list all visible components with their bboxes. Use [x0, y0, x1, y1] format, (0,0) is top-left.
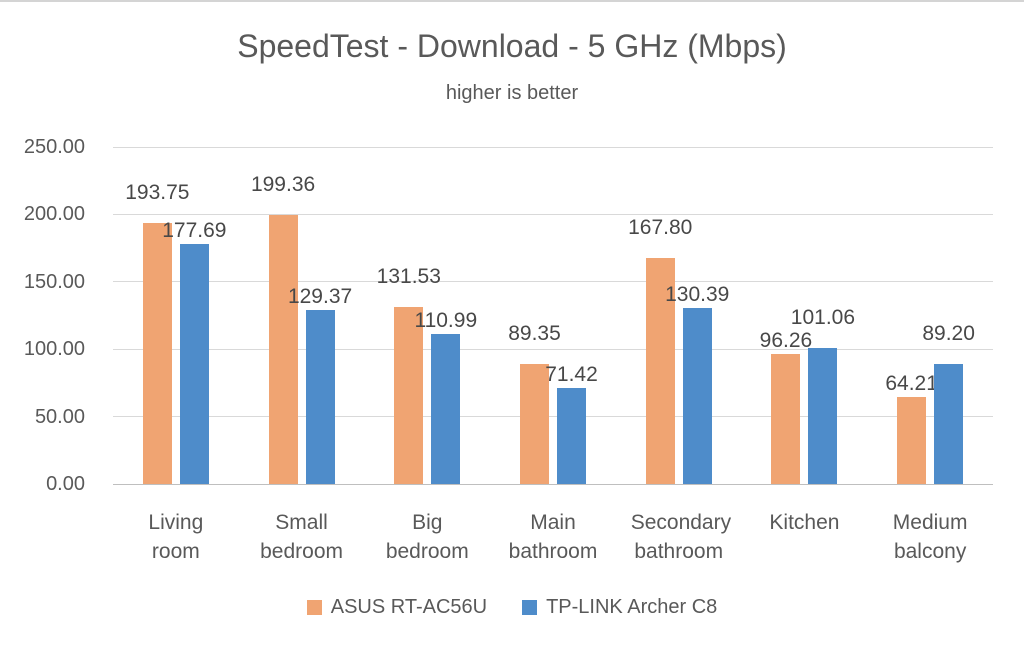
- value-label-tp-link-archer-c8-small-bedroom: 129.37: [287, 284, 353, 308]
- bar-asus-rt-ac56u-living-room: [142, 222, 172, 484]
- category-label-main-bathroom: Main bathroom: [508, 511, 598, 564]
- legend-swatch-asus-rt-ac56u: [306, 600, 322, 615]
- bar-tp-link-archer-c8-main-bathroom: [557, 387, 586, 484]
- legend-label: TP-LINK Archer C8: [546, 596, 718, 618]
- chart-title: SpeedTest - Download - 5 GHz (Mbps): [237, 28, 787, 64]
- value-label-asus-rt-ac56u-big-bedroom: 131.53: [376, 264, 441, 288]
- legend-item-asus-rt-ac56u: ASUS RT-AC56U: [306, 596, 488, 619]
- value-label-asus-rt-ac56u-kitchen: 96.26: [759, 329, 813, 353]
- bar-asus-rt-ac56u-kitchen: [771, 354, 801, 484]
- value-label-asus-rt-ac56u-medium-balcony: 64.21: [885, 372, 938, 396]
- value-label-asus-rt-ac56u-small-bedroom: 199.36: [250, 173, 316, 197]
- value-label-tp-link-archer-c8-main-bathroom: 71.42: [545, 362, 598, 386]
- gridline: [113, 348, 993, 350]
- category-label-living-room: Living room: [148, 511, 204, 564]
- plot-area: 193.75 199.36 131.53 89.35 167.80 96.26 64.21 1…: [113, 146, 993, 485]
- value-label-tp-link-archer-c8-medium-balcony: 89.20: [922, 321, 975, 345]
- y-tick-label: 150.00: [23, 270, 85, 293]
- bar-tp-link-archer-c8-living-room: [179, 244, 209, 484]
- bar-tp-link-archer-c8-small-bedroom: [305, 309, 335, 484]
- category-label-secondary-bathroom: Secondary bathroom: [630, 511, 732, 564]
- value-label-asus-rt-ac56u-secondary-bathroom: 167.80: [628, 215, 693, 239]
- chart-subtitle: higher is better: [445, 82, 579, 104]
- category-label-small-bedroom: Small bedroom: [260, 511, 343, 564]
- category-label-big-bedroom: Big bedroom: [385, 511, 469, 564]
- bar-tp-link-archer-c8-big-bedroom: [431, 334, 461, 484]
- value-label-asus-rt-ac56u-main-bathroom: 89.35: [508, 321, 561, 345]
- y-tick-label: 200.00: [23, 203, 85, 226]
- gridline: [113, 213, 993, 215]
- value-label-tp-link-archer-c8-living-room: 177.69: [162, 219, 227, 243]
- gridline: [113, 146, 993, 148]
- bar-tp-link-archer-c8-medium-balcony: [934, 363, 964, 484]
- gridline: [113, 483, 993, 485]
- legend-item-tp-link-archer-c8: TP-LINK Archer C8: [522, 596, 717, 619]
- bar-asus-rt-ac56u-medium-balcony: [897, 397, 927, 484]
- y-tick-label: 50.00: [34, 405, 85, 428]
- category-label-kitchen: Kitchen: [769, 511, 840, 534]
- value-label-tp-link-archer-c8-kitchen: 101.06: [790, 305, 856, 329]
- value-label-tp-link-archer-c8-secondary-bathroom: 130.39: [665, 283, 730, 307]
- gridline: [113, 416, 993, 418]
- value-label-asus-rt-ac56u-living-room: 193.75: [125, 180, 190, 204]
- legend-swatch-tp-link-archer-c8: [522, 600, 538, 615]
- gridline: [113, 281, 993, 283]
- bar-asus-rt-ac56u-secondary-bathroom: [645, 257, 675, 484]
- y-tick-label: 0.00: [46, 473, 85, 495]
- bar-asus-rt-ac56u-main-bathroom: [520, 363, 549, 484]
- legend-label: ASUS RT-AC56U: [330, 596, 488, 618]
- y-tick-label: 100.00: [23, 338, 85, 361]
- category-label-medium-balcony: Medium balcony: [892, 511, 968, 564]
- y-tick-label: 250.00: [23, 136, 85, 158]
- bar-tp-link-archer-c8-secondary-bathroom: [682, 308, 712, 484]
- bar-asus-rt-ac56u-small-bedroom: [268, 215, 298, 484]
- bar-asus-rt-ac56u-big-bedroom: [394, 306, 424, 484]
- y-axis: 0.00 50.00 100.00 150.00 200.00 250.00: [0, 2, 85, 657]
- legend: ASUS RT-AC56U TP-LINK Archer C8: [0, 596, 1024, 619]
- value-label-tp-link-archer-c8-big-bedroom: 110.99: [414, 309, 478, 333]
- bar-tp-link-archer-c8-kitchen: [808, 347, 838, 484]
